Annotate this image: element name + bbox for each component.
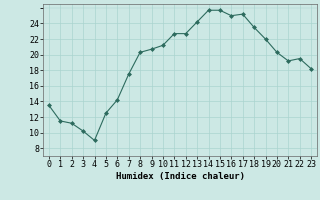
X-axis label: Humidex (Indice chaleur): Humidex (Indice chaleur) [116,172,244,181]
